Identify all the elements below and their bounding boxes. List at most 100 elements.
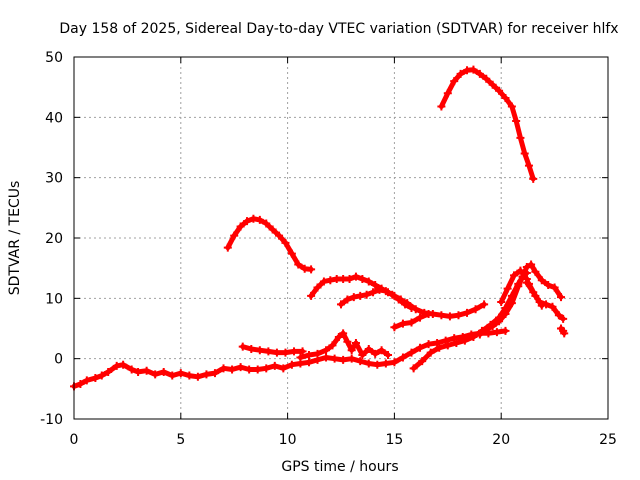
data-point [497, 297, 506, 306]
data-point [287, 249, 296, 258]
data-point [249, 214, 258, 223]
data-point [441, 336, 450, 345]
data-point [550, 283, 559, 292]
data-point [475, 330, 484, 339]
data-point [559, 314, 568, 323]
data-point [351, 338, 360, 347]
data-point [322, 353, 331, 362]
data-point [529, 174, 538, 183]
data-point [268, 225, 277, 234]
data-point [193, 372, 202, 381]
data-point [334, 332, 343, 341]
data-point [507, 299, 516, 308]
data-point [460, 336, 469, 345]
data-point [450, 334, 459, 343]
data-point [524, 279, 533, 288]
data-point [480, 300, 489, 309]
data-point [339, 355, 348, 364]
data-point [424, 310, 433, 319]
data-point [373, 360, 382, 369]
data-point [253, 365, 262, 374]
data-point [307, 265, 316, 274]
data-point [443, 89, 452, 98]
data-point [435, 343, 444, 352]
data-point [304, 358, 313, 367]
data-point [247, 345, 256, 354]
data-point [554, 311, 563, 320]
data-point [548, 302, 557, 311]
data-point [91, 373, 100, 382]
data-point [279, 364, 288, 373]
data-point [236, 222, 245, 231]
data-point [482, 325, 491, 334]
data-point [210, 369, 219, 378]
data-point [343, 337, 352, 346]
data-point [516, 133, 525, 142]
data-point [343, 295, 352, 304]
data-point [381, 287, 390, 296]
data-point [507, 102, 516, 111]
data-point [298, 347, 307, 356]
data-point [358, 275, 367, 284]
data-point [270, 361, 279, 370]
data-point [202, 370, 211, 379]
data-point [319, 277, 328, 286]
data-point [454, 311, 463, 320]
data-point [255, 346, 264, 355]
data-point [119, 360, 128, 369]
data-point [168, 371, 177, 380]
data-point [471, 305, 480, 314]
data-point [345, 275, 354, 284]
data-point [281, 238, 290, 247]
data-point [424, 340, 433, 349]
series-layer [70, 65, 569, 391]
data-point [452, 338, 461, 347]
data-point [371, 349, 380, 358]
data-point [245, 365, 254, 374]
data-point [437, 102, 446, 111]
data-point [219, 364, 228, 373]
tick-labels: 0 5 10 15 20 25 -10 0 10 20 30 40 50 [40, 50, 617, 448]
data-point [495, 317, 504, 326]
data-point [228, 365, 237, 374]
data-point [488, 80, 497, 89]
data-point [230, 231, 239, 240]
data-point [339, 329, 348, 338]
data-point [151, 370, 160, 379]
data-point [264, 347, 273, 356]
data-point [313, 283, 322, 292]
data-point [516, 266, 525, 275]
data-point [326, 276, 335, 285]
y-tick-label: 50 [45, 50, 63, 66]
y-tick-label: 0 [54, 352, 63, 368]
data-point [356, 291, 365, 300]
data-point [492, 328, 501, 337]
data-point [527, 260, 536, 269]
data-point [362, 290, 371, 299]
data-point [407, 318, 416, 327]
data-point [330, 354, 339, 363]
data-point [433, 338, 442, 347]
data-point [514, 282, 523, 291]
data-point [426, 348, 435, 357]
chart-title: Day 158 of 2025, Sidereal Day-to-day VTE… [59, 21, 618, 37]
data-point [112, 361, 121, 370]
x-tick-label: 15 [385, 432, 403, 448]
ticks [73, 56, 609, 420]
data-point [296, 353, 305, 362]
data-point [322, 346, 331, 355]
x-axis-label: GPS time / hours [281, 459, 398, 475]
data-point [349, 293, 358, 302]
x-tick-label: 20 [492, 432, 510, 448]
data-point [520, 149, 529, 158]
data-point [127, 365, 136, 374]
data-point [488, 322, 497, 331]
data-point [358, 351, 367, 360]
data-point [390, 358, 399, 367]
data-point [272, 348, 281, 357]
data-point [475, 69, 484, 78]
data-point [388, 290, 397, 299]
data-point [416, 343, 425, 352]
series-line-arc-45 [438, 67, 536, 182]
